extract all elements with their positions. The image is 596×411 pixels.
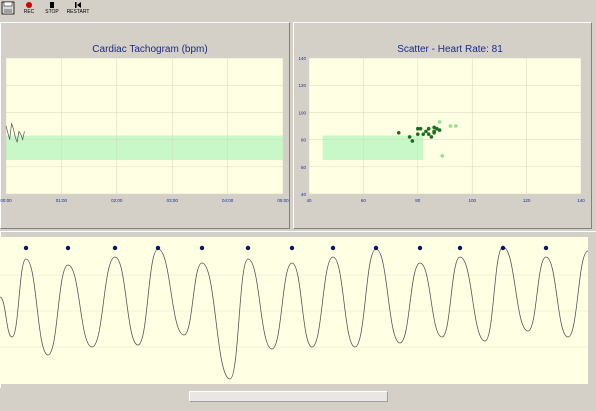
tachogram-chart: 00:00 01:00 02:00 03:00 04:00 05:00 [0,57,289,203]
scatter-point [432,129,436,134]
tachogram-x-tick: 01:00 [56,198,68,203]
scatter-point [416,132,420,136]
peak-marker [23,245,29,251]
scatter-point [424,129,428,134]
restart-icon [75,2,81,8]
scatter-point [435,126,439,131]
tachogram-series-line [5,123,25,143]
waveform-plot-area [0,237,588,384]
scatter-x-tick: 120 [523,198,531,203]
peak-marker [330,245,336,251]
peak-marker [112,245,118,251]
restart-button[interactable]: RESTART [65,0,91,17]
scatter-y-tick: 80 [301,138,307,143]
scatter-x-tick: 40 [306,198,312,203]
tachogram-x-tick: 02:00 [111,198,123,203]
scatter-target-zone [322,135,424,160]
tachogram-target-zone [6,135,283,160]
peak-marker [417,245,423,251]
scatter-y-tick: 100 [298,110,306,115]
stop-icon [50,2,54,8]
tachogram-x-tick: 03:00 [167,198,179,203]
toolbar: REC STOP RESTART [0,0,596,18]
peak-marker [199,245,205,251]
stop-label: STOP [45,9,59,15]
tachogram-plot-area [6,58,283,194]
scatter-y-tick: 120 [298,83,306,88]
scatter-point [418,126,423,131]
peak-marker [155,245,161,251]
scatter-point [410,139,415,143]
scatter-point [454,124,458,128]
record-icon [26,2,32,8]
scatter-point [416,126,420,131]
save-button[interactable] [0,0,16,17]
tachogram-title: Cardiac Tachogram (bpm) [92,44,208,55]
scatter-point [421,132,426,136]
peak-marker [289,245,295,251]
scatter-x-tick: 100 [468,198,476,203]
restart-label: RESTART [66,9,90,15]
scatter-point [426,126,431,131]
scatter-title: Scatter - Heart Rate: 81 [397,44,503,55]
peak-marker [500,245,506,251]
scatter-y-tick: 40 [301,192,307,197]
peak-marker [245,245,251,251]
scatter-point [396,131,401,135]
tachogram-x-tick: 00:00 [0,198,12,203]
rec-label: REC [23,9,35,15]
scatter-x-tick: 60 [361,198,367,203]
pulse-waveform [0,237,589,384]
save-icon [1,1,15,15]
scatter-x-tick: 140 [577,198,585,203]
scatter-point [429,135,434,139]
scatter-point [426,132,431,136]
tachogram-x-tick: 05:00 [277,198,289,203]
peak-marker [65,245,71,251]
scatter-y-tick: 140 [298,56,306,61]
tachogram-x-tick: 04:00 [222,198,234,203]
scatter-point [407,135,412,139]
scatter-point [448,124,453,128]
peak-marker [543,245,549,251]
scatter-point [432,125,436,130]
scatter-point [440,154,445,158]
scatter-point [437,120,442,124]
scatter-plot-area [309,58,581,194]
rec-button[interactable]: REC [20,0,38,17]
scatter-chart: 40 60 80 100 120 140 140 120 100 80 60 40 [298,56,585,203]
peak-marker [373,245,379,251]
scatter-y-tick: 60 [301,165,307,170]
scatter-point [437,128,442,132]
scatter-x-tick: 80 [415,198,421,203]
scrollbar-thumb[interactable] [189,391,388,402]
peak-marker [457,245,463,251]
stop-button[interactable]: STOP [42,0,62,17]
